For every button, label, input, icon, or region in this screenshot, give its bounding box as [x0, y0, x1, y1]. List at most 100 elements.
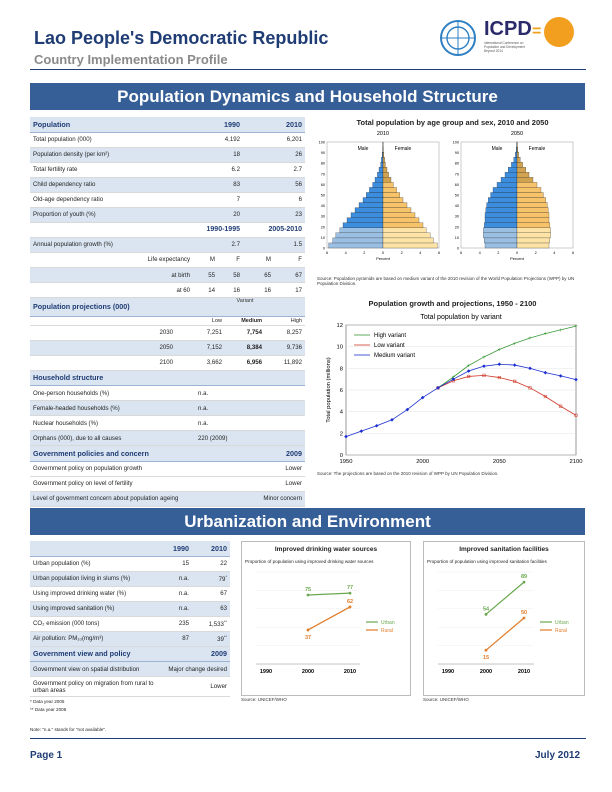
data-point	[528, 386, 532, 390]
female-bar	[516, 182, 538, 188]
male-bar	[484, 222, 518, 228]
household-title: Household structure	[30, 370, 305, 386]
female-bar	[516, 232, 551, 239]
percent-tick-label: 4	[419, 251, 421, 255]
pyramid-title: Total population by age group and sex, 2…	[356, 118, 549, 127]
age-tick-label: 80	[455, 162, 459, 166]
data-point	[512, 363, 517, 367]
male-bar	[369, 187, 384, 193]
female-bar	[382, 167, 388, 173]
male-bar	[335, 232, 384, 239]
male-bar	[515, 151, 518, 158]
period-header-row: 1990-1995 2005-2010	[30, 222, 305, 238]
male-bar	[484, 237, 518, 244]
data-point	[522, 616, 526, 620]
male-bar	[372, 182, 384, 188]
age-tick-label: 60	[321, 183, 325, 187]
data-point	[306, 628, 310, 632]
series-line-1	[437, 374, 577, 416]
table-row: One-person households (%) n.a.	[30, 385, 305, 401]
percent-tick-label: 6	[438, 251, 440, 255]
icpd-tagline: International Conference on Population a…	[484, 41, 525, 53]
age-tick-label: 30	[321, 215, 325, 219]
section-banner-urbanization: Urbanization and Environment	[30, 508, 585, 535]
male-bar	[484, 242, 518, 249]
percent-tick-label: 4	[479, 251, 481, 255]
legend-label: Urban	[381, 620, 395, 626]
female-bar	[382, 192, 400, 198]
data-point	[374, 423, 379, 428]
un-emblem-icon	[440, 20, 476, 56]
sanitation-line-chart: 1990 2000 2010 54 89 Urban 15 50 Rural	[438, 571, 569, 675]
age-tick-label: 70	[321, 172, 325, 176]
x-tick-label: 2010	[518, 669, 530, 675]
age-tick-label: 40	[455, 204, 459, 208]
table-row: Using improved sanitation (%) n.a. 63	[30, 601, 230, 617]
female-bar	[382, 227, 427, 233]
x-tick-label: 2100	[570, 459, 583, 465]
age-tick-label: 60	[455, 183, 459, 187]
female-bar	[382, 151, 384, 158]
year-2010: 2010	[243, 117, 305, 133]
growth-subtitle: Total population by variant	[420, 314, 501, 321]
female-bar	[382, 197, 404, 203]
x-tick-label: 2000	[302, 669, 314, 675]
female-bar	[516, 192, 544, 198]
pyramid-axis-label: Percent	[510, 256, 525, 261]
footer-date: July 2012	[535, 750, 581, 761]
female-bar	[516, 177, 534, 183]
female-bar	[516, 187, 542, 193]
male-bar	[490, 192, 518, 198]
percent-tick-label: 4	[553, 251, 555, 255]
age-tick-label: 100	[453, 141, 459, 145]
sanitation-title: Improved sanitation facilities	[459, 546, 549, 553]
table-row: Child dependency ratio 83 56	[30, 177, 305, 193]
age-tick-label: 70	[455, 172, 459, 176]
male-bar	[484, 217, 518, 223]
series-line-rural	[485, 617, 525, 651]
male-bar	[485, 207, 518, 213]
page-number: Page 1	[30, 750, 63, 761]
age-tick-label: 30	[455, 215, 459, 219]
table-row: Nuclear households (%) n.a.	[30, 415, 305, 431]
male-bar	[366, 192, 384, 198]
data-point	[482, 364, 486, 368]
table-row: Government policy on migration from rura…	[30, 676, 230, 697]
male-bar	[488, 197, 518, 203]
legend-label: Urban	[555, 620, 569, 626]
data-point	[466, 369, 471, 373]
data-point: +	[482, 355, 486, 361]
pyramid-male-label: Male	[358, 146, 369, 152]
data-point	[484, 648, 488, 652]
data-point	[306, 593, 310, 597]
icpd-orange-circle-icon	[544, 17, 574, 47]
table-row: Urban population (%) 15 22	[30, 556, 230, 572]
male-bar	[486, 202, 518, 208]
sanitation-chart-box: Improved sanitation facilities Proportio…	[423, 541, 585, 696]
view-title: Government view and policy	[30, 646, 160, 662]
x-tick-label: 2010	[344, 669, 356, 675]
age-tick-label: 40	[321, 204, 325, 208]
y-tick-label: 0	[340, 453, 343, 459]
female-bar	[516, 242, 550, 249]
data-label: 37	[305, 635, 311, 641]
data-point	[497, 362, 502, 367]
sanitation-subtitle: Proportion of population using improved …	[427, 559, 547, 564]
table-row: CO₂ emission (000 tons) 235 1,533**	[30, 616, 230, 632]
urban-table-block: 1990 2010 Urban population (%) 15 22 Urban …	[30, 541, 230, 712]
age-tick-label: 10	[455, 236, 459, 240]
growth-source: Source: The projections are based on the…	[317, 471, 499, 476]
female-bar	[382, 222, 424, 228]
pyramid-axis-label: Percent	[376, 256, 391, 261]
male-bar	[378, 167, 384, 173]
percent-tick-label: 6	[326, 251, 328, 255]
female-bar	[382, 207, 412, 213]
age-tick-label: 10	[321, 236, 325, 240]
percent-tick-label: 2	[497, 251, 499, 255]
footer-divider	[30, 738, 586, 739]
data-point	[348, 605, 352, 609]
pyramid-female-label: Female	[529, 146, 546, 152]
female-bar	[382, 172, 389, 178]
data-point	[543, 370, 548, 375]
policies-table: Government policies and concern 2009 Gove…	[30, 446, 305, 507]
